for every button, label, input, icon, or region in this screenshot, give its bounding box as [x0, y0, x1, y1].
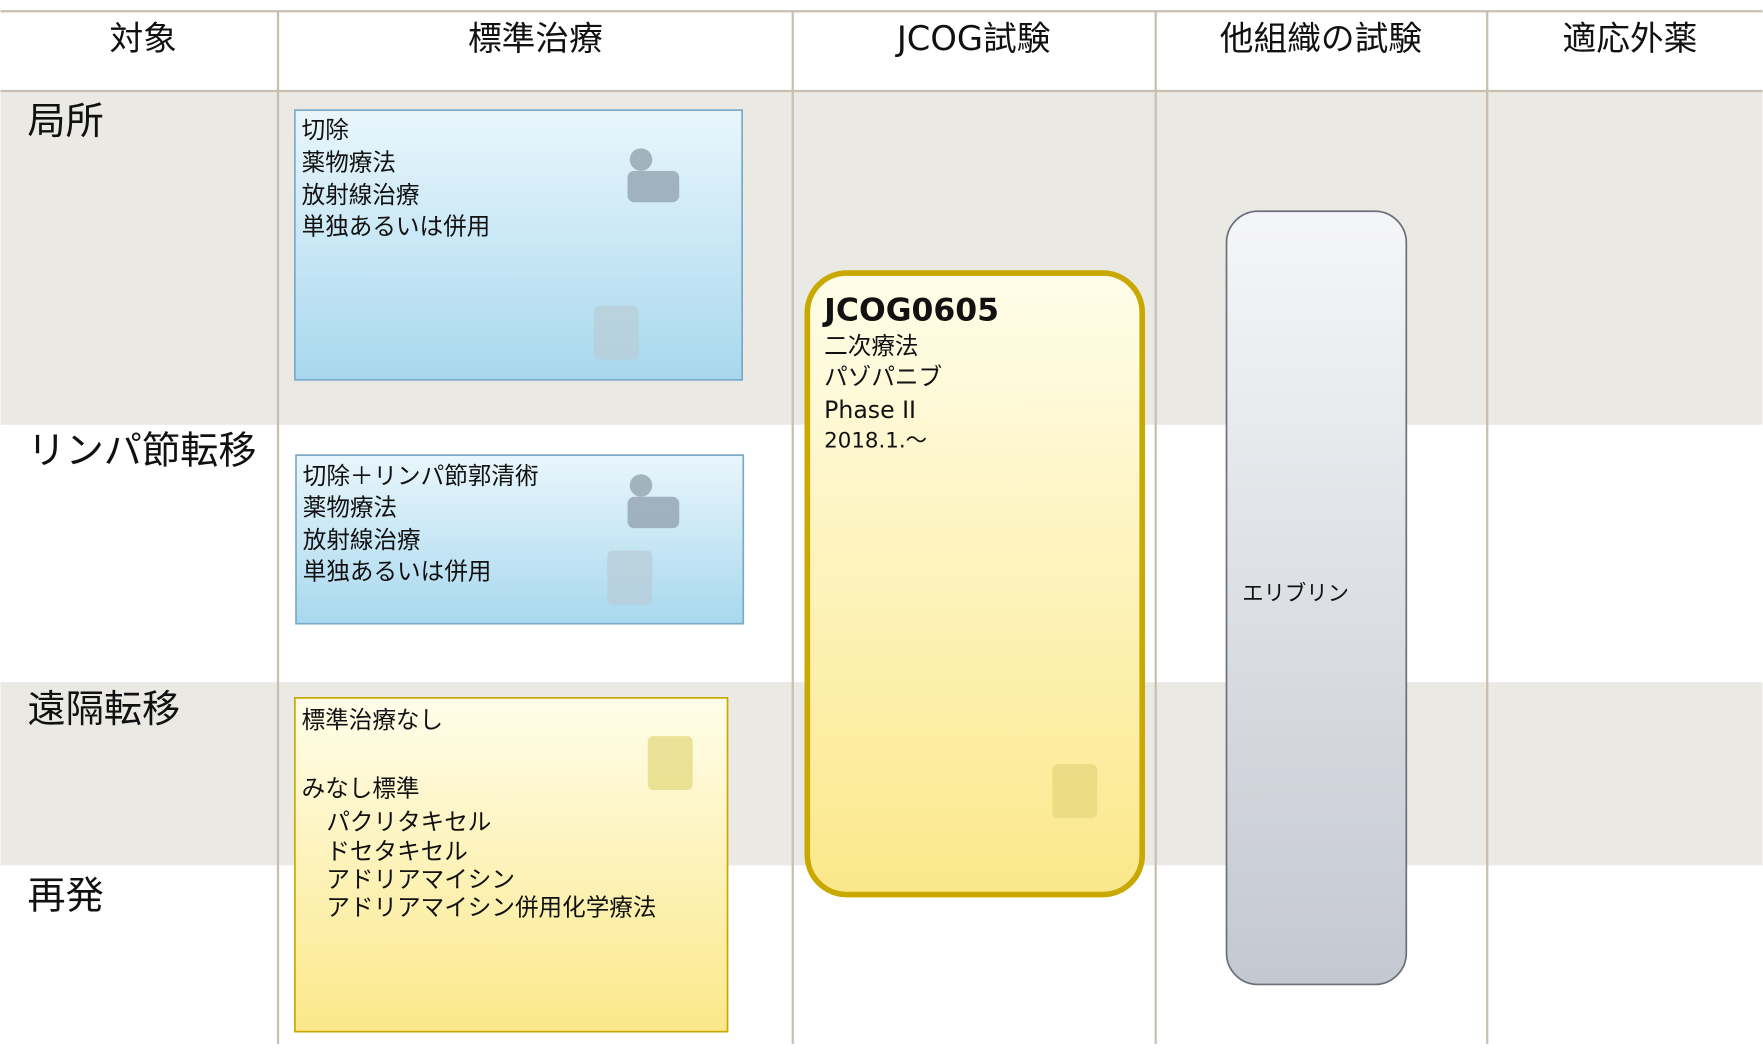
box-line: 二次療法 — [824, 332, 918, 360]
box-line: 切除 — [302, 116, 349, 144]
standard-box — [295, 454, 745, 625]
box-item: アドリアマイシン併用化学療法 — [326, 894, 656, 922]
row-label: 局所 — [27, 100, 103, 144]
box-line: 2018.1.～ — [824, 429, 927, 454]
jcog-box — [804, 270, 1146, 898]
grid — [0, 10, 1763, 1044]
other-trial-label: エリブリン — [1242, 581, 1349, 606]
box-line: 単独あるいは併用 — [302, 213, 491, 241]
standard-box — [294, 109, 743, 381]
icons — [593, 148, 1098, 819]
box-line: 薬物療法 — [302, 149, 396, 177]
box-line: 切除＋リンパ節郭清術 — [303, 462, 539, 490]
box-line: 薬物療法 — [303, 494, 397, 522]
box-line: パゾパニブ — [824, 363, 942, 391]
header-cell: JCOG試験 — [895, 19, 1051, 58]
box-line: 単独あるいは併用 — [303, 558, 492, 586]
box-item: パクリタキセル — [326, 808, 491, 836]
box-item: アドリアマイシン — [326, 866, 515, 894]
row-label: 遠隔転移 — [27, 688, 180, 732]
other-trial-box — [1225, 210, 1408, 986]
header-cell: 対象 — [109, 19, 176, 58]
box-item: ドセタキセル — [326, 837, 467, 865]
box-line: 放射線治療 — [302, 181, 420, 209]
header-cell: 適応外薬 — [1563, 19, 1698, 58]
box-subtitle: みなし標準 — [302, 775, 420, 803]
header-cell: 標準治療 — [468, 19, 603, 58]
jcog-title: JCOG0605 — [822, 292, 999, 328]
header-cell: 他組織の試験 — [1220, 19, 1422, 58]
row-label: リンパ節転移 — [27, 429, 256, 473]
box-line: 放射線治療 — [303, 526, 421, 554]
row-label: 再発 — [27, 874, 103, 918]
box-title: 標準治療なし — [302, 706, 443, 734]
box-line: Phase II — [824, 396, 916, 424]
